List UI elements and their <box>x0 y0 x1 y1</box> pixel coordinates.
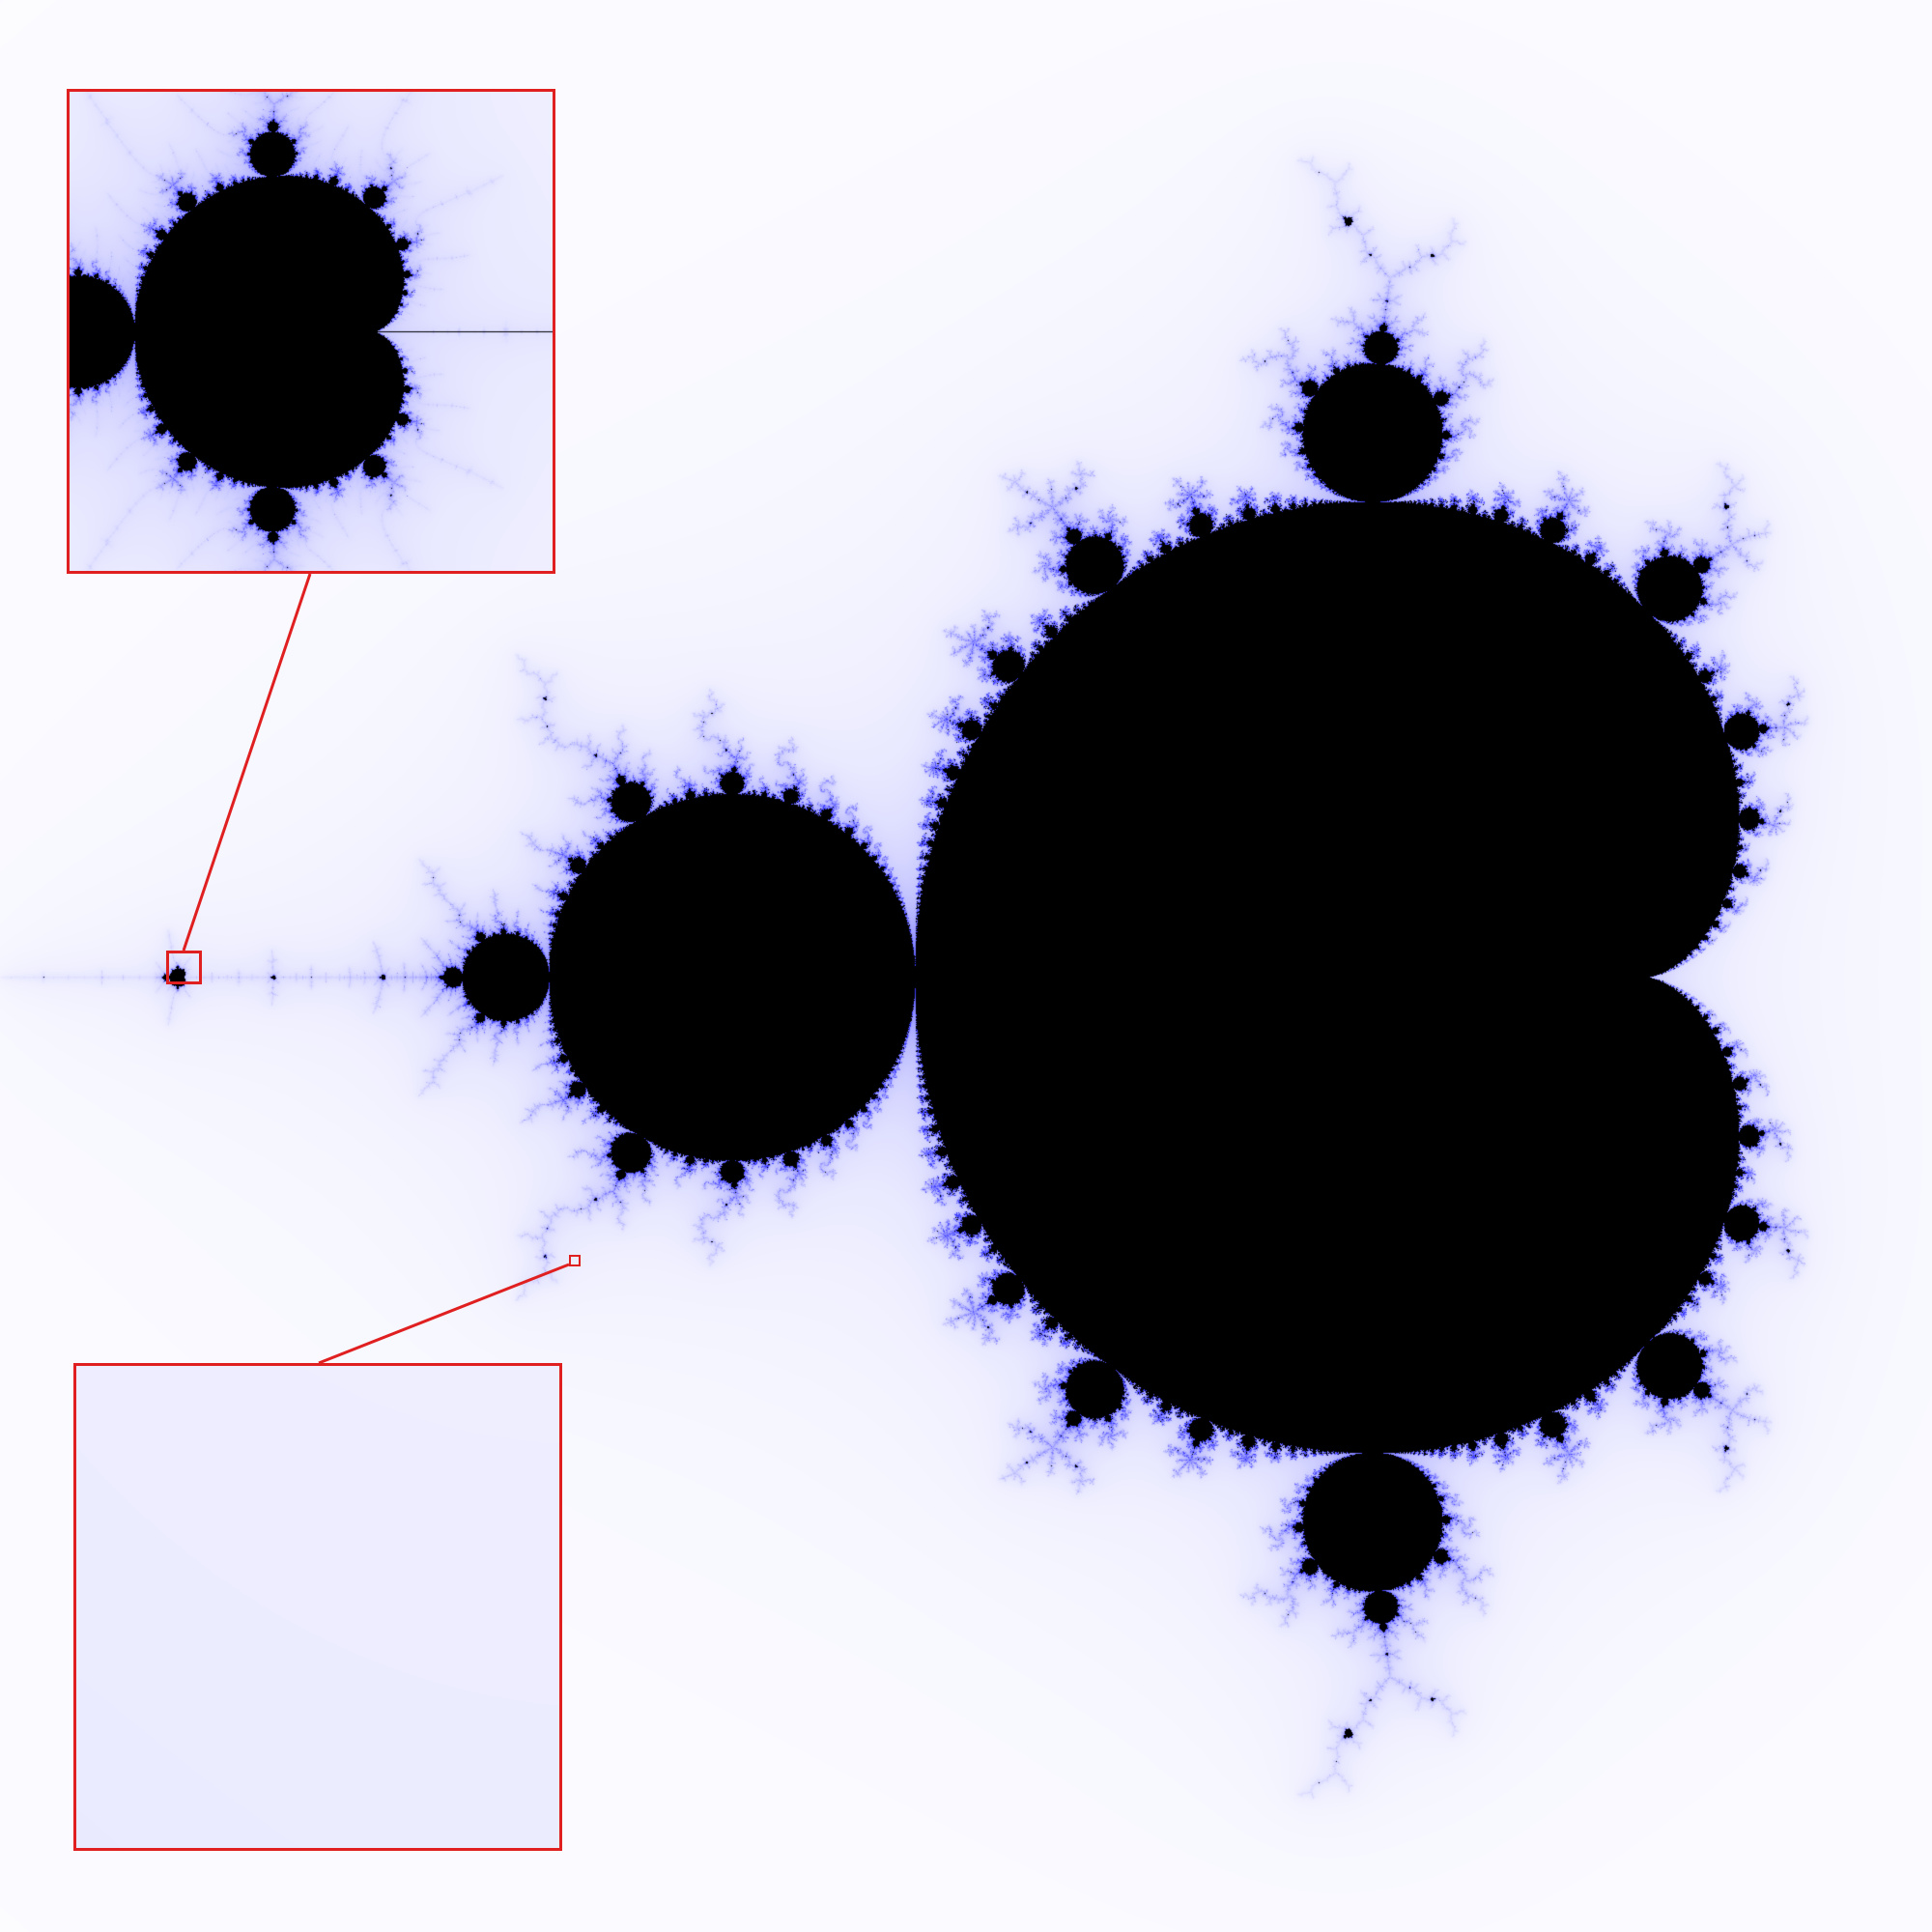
zoom-inset-bottom <box>73 1363 562 1851</box>
mandelbrot-spiral-minibrot-view <box>76 1366 559 1848</box>
mandelbrot-minibrot-view <box>70 92 553 571</box>
zoom-marker-small <box>569 1255 581 1266</box>
zoom-marker-left <box>166 951 202 984</box>
zoom-inset-top <box>67 89 555 574</box>
